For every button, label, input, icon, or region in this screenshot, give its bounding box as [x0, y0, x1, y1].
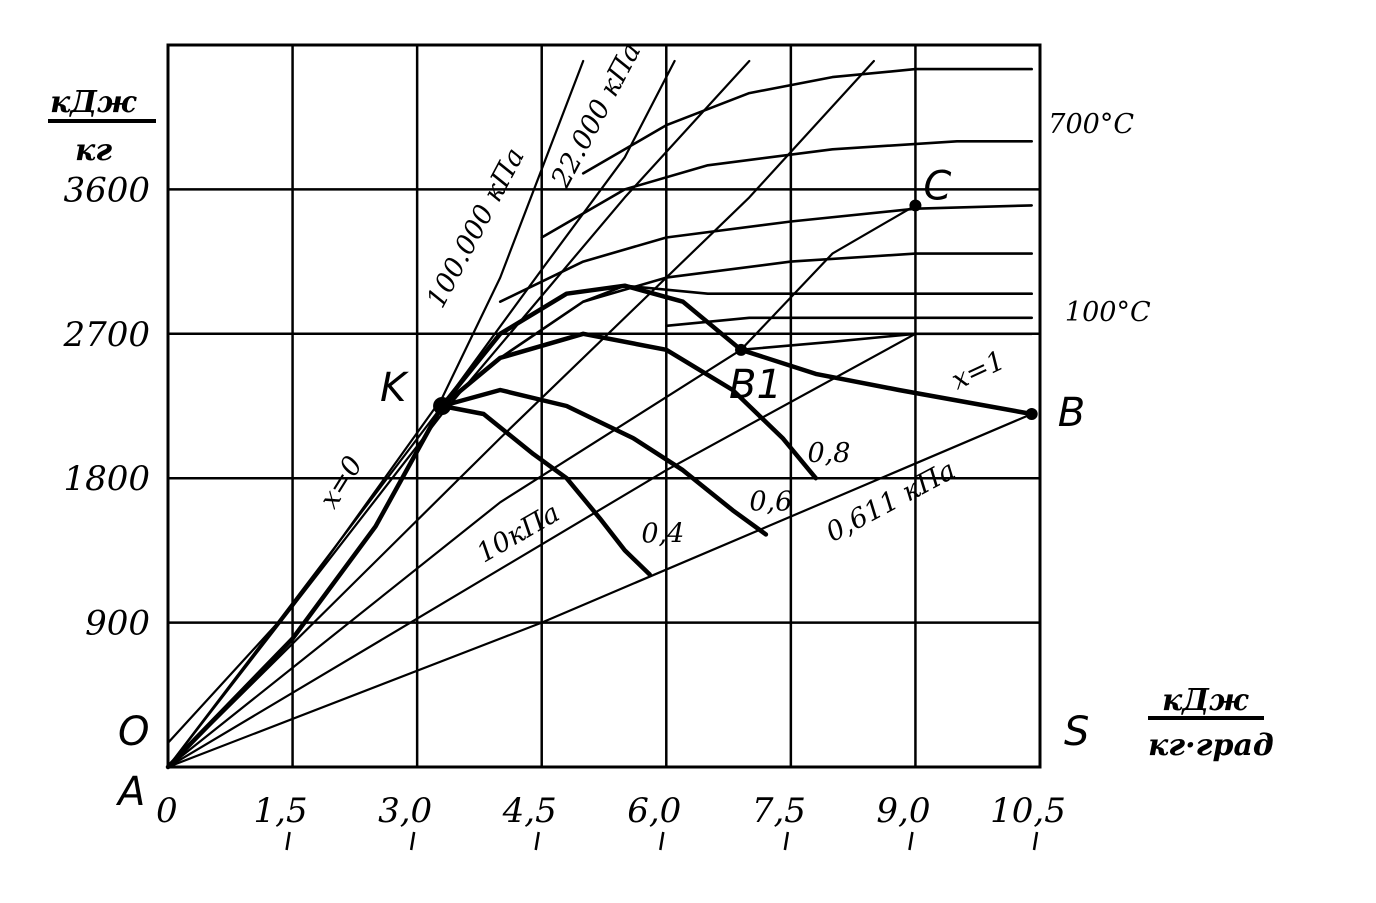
- plot-series: [165, 59, 1034, 770]
- x-tick-mark: [285, 831, 291, 851]
- state-point-marker: [1025, 408, 1038, 421]
- x-tick-mark: [783, 831, 790, 851]
- origin-label-a: A: [115, 769, 145, 815]
- x-tick-label: 1,5: [254, 791, 308, 831]
- y-tick-label: 2700: [62, 315, 150, 355]
- y-tick-label: 1800: [63, 459, 150, 499]
- x-tick-label: 7,5: [752, 791, 806, 831]
- chart-annotation: 700°C: [1048, 109, 1134, 140]
- plot-points: K B1 B C: [380, 163, 1085, 436]
- series-line: [166, 412, 1033, 769]
- state-point-label: C: [923, 163, 951, 209]
- series-line: [581, 67, 1033, 175]
- plot-frame: [166, 43, 1042, 769]
- x-axis-letter: S: [1064, 709, 1089, 755]
- chart-annotation: 0,4: [641, 518, 684, 549]
- series-line: [165, 403, 445, 770]
- plot-grid: [166, 43, 1042, 769]
- series-line: [498, 252, 1033, 360]
- y-tick-label: 900: [85, 604, 150, 644]
- state-point-marker: [909, 199, 922, 212]
- x-tick-label: 6,0: [627, 791, 681, 831]
- x-tick-mark: [908, 831, 914, 851]
- series-line: [166, 59, 751, 769]
- series-line: [439, 403, 652, 577]
- series-line: [739, 332, 1033, 352]
- x-tick-label: 0: [156, 791, 178, 831]
- chart-annotation: 0,6: [749, 486, 792, 517]
- state-point-marker: [433, 397, 452, 415]
- plot-ticks: 0 1,5 3,0 4,5 6,0 7,5 9,0 10,5 900 1800 2700 3600: [62, 170, 1066, 851]
- x-axis-unit-bottom: кг·град: [1148, 728, 1274, 763]
- y-axis-unit-top: кДж: [50, 85, 137, 120]
- x-tick-label: 3,0: [378, 791, 432, 831]
- state-point-label: K: [380, 365, 409, 411]
- x-tick-mark: [409, 831, 416, 851]
- y-axis-unit-bottom: кг: [75, 133, 112, 168]
- series-line: [498, 204, 1033, 304]
- state-point-label: B1: [729, 362, 782, 408]
- x-tick-mark: [659, 831, 665, 851]
- state-point-label: B: [1058, 390, 1085, 436]
- x-tick-mark: [1032, 831, 1039, 851]
- series-line: [166, 332, 917, 769]
- x-axis-unit-top: кДж: [1162, 683, 1249, 718]
- series-line: [166, 59, 876, 769]
- state-point-marker: [735, 343, 748, 356]
- series-line: [540, 140, 1033, 239]
- x-tick-label: 9,0: [876, 791, 930, 831]
- series-line: [166, 59, 676, 769]
- series-line: [439, 387, 769, 537]
- x-tick-label: 4,5: [502, 791, 557, 831]
- x-tick-mark: [534, 831, 540, 851]
- chart-annotation: 0,8: [807, 438, 850, 469]
- origin-label-o-y: O: [118, 709, 149, 755]
- x-tick-label: 10,5: [990, 791, 1066, 831]
- series-line: [664, 316, 1033, 328]
- y-tick-label: 3600: [63, 170, 150, 210]
- chart-annotation: 100°C: [1065, 297, 1151, 328]
- series-line: [581, 284, 1033, 304]
